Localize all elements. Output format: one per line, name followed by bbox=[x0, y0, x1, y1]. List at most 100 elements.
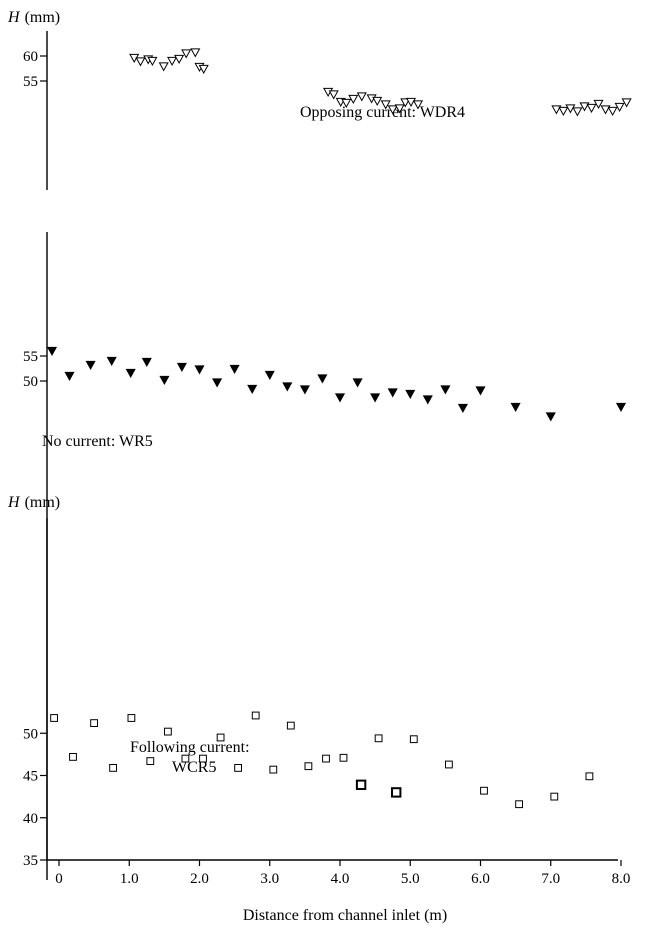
data-point bbox=[558, 106, 569, 117]
panel-following-current: H (mm) Following current: WCR5 Distance f… bbox=[7, 494, 630, 924]
data-point bbox=[109, 764, 117, 772]
panel-opposing-current: H (mm) Opposing current: WDR4 55 60 bbox=[7, 9, 632, 190]
data-point bbox=[445, 760, 453, 769]
data-point bbox=[387, 388, 398, 398]
data-point bbox=[167, 56, 178, 67]
data-point bbox=[247, 384, 258, 395]
data-point bbox=[181, 754, 190, 763]
data-point bbox=[127, 714, 136, 722]
data-point bbox=[46, 346, 58, 357]
data-point bbox=[586, 103, 597, 114]
y-tick-label: 40 bbox=[23, 811, 38, 827]
x-tick-label: 1.0 bbox=[120, 871, 139, 887]
data-point bbox=[135, 57, 146, 67]
data-point bbox=[282, 382, 293, 392]
data-point bbox=[286, 721, 295, 730]
data-point bbox=[164, 727, 172, 736]
data-point bbox=[251, 711, 260, 720]
data-point bbox=[64, 371, 75, 382]
y-axis-title-top: H (mm) bbox=[7, 9, 60, 26]
data-point bbox=[356, 92, 367, 102]
data-point bbox=[174, 54, 185, 65]
data-point bbox=[229, 364, 240, 375]
data-point bbox=[328, 90, 339, 100]
data-point bbox=[510, 402, 521, 413]
data-point bbox=[355, 779, 367, 790]
panel-no-current: No current: WR5 50 55 bbox=[23, 232, 627, 880]
data-point bbox=[550, 792, 559, 801]
data-point bbox=[405, 97, 417, 108]
data-point bbox=[391, 787, 402, 798]
data-point bbox=[198, 64, 209, 75]
annotation-following-current-line1: Following current: bbox=[130, 739, 250, 756]
y-axis-title-bottom: H (mm) bbox=[7, 494, 60, 511]
data-point bbox=[264, 370, 275, 381]
data-point bbox=[409, 735, 418, 744]
x-tick-label: 4.0 bbox=[331, 871, 350, 887]
data-point bbox=[579, 102, 590, 112]
data-point bbox=[269, 765, 278, 774]
data-point bbox=[322, 754, 330, 763]
data-point bbox=[216, 733, 225, 742]
data-point bbox=[475, 386, 486, 396]
data-point bbox=[352, 378, 363, 388]
data-point bbox=[190, 48, 201, 58]
data-point bbox=[234, 764, 242, 772]
data-point bbox=[480, 786, 488, 795]
x-tick-label: 2.0 bbox=[190, 871, 209, 887]
data-point bbox=[141, 357, 152, 368]
data-point bbox=[412, 100, 424, 110]
y-tick-label: 60 bbox=[23, 49, 38, 65]
data-point bbox=[440, 385, 451, 395]
data-point bbox=[158, 62, 169, 72]
data-point bbox=[299, 385, 310, 395]
data-point bbox=[422, 395, 433, 405]
x-tick-label: 6.0 bbox=[471, 871, 490, 887]
data-point bbox=[106, 356, 117, 367]
data-point bbox=[572, 107, 583, 117]
data-point bbox=[181, 49, 192, 59]
data-point bbox=[176, 362, 187, 373]
data-point bbox=[374, 734, 383, 743]
x-axis-title: Distance from channel inlet (m) bbox=[243, 907, 447, 924]
data-point bbox=[159, 375, 170, 386]
data-point bbox=[147, 56, 158, 67]
data-point bbox=[212, 378, 223, 388]
data-point bbox=[146, 757, 155, 766]
y-tick-label: 55 bbox=[23, 74, 38, 90]
y-tick-label: 50 bbox=[23, 726, 38, 742]
data-point bbox=[607, 106, 618, 117]
data-point bbox=[380, 100, 391, 110]
data-point bbox=[370, 393, 381, 403]
data-point bbox=[545, 412, 556, 422]
data-point bbox=[614, 102, 625, 113]
y-tick-label: 50 bbox=[23, 374, 38, 390]
data-point bbox=[341, 98, 352, 109]
data-point bbox=[621, 98, 632, 108]
data-point bbox=[515, 800, 524, 809]
y-tick-label: 55 bbox=[23, 349, 38, 365]
data-point bbox=[565, 104, 576, 114]
data-point bbox=[348, 94, 359, 105]
data-point bbox=[194, 365, 205, 375]
data-point bbox=[400, 98, 411, 108]
data-point bbox=[69, 753, 77, 761]
x-tick-label: 3.0 bbox=[260, 871, 279, 887]
data-point bbox=[372, 96, 383, 107]
data-point bbox=[387, 105, 398, 115]
data-point bbox=[339, 753, 348, 762]
data-point bbox=[50, 714, 59, 722]
data-point bbox=[90, 719, 98, 728]
annotation-no-current: No current: WR5 bbox=[42, 433, 153, 450]
data-point bbox=[551, 105, 562, 115]
x-tick-label: 8.0 bbox=[612, 871, 631, 887]
data-point bbox=[334, 393, 346, 403]
y-tick-label: 45 bbox=[23, 769, 38, 785]
data-point bbox=[125, 368, 136, 379]
data-point bbox=[199, 754, 207, 763]
x-tick-label: 7.0 bbox=[541, 871, 560, 887]
data-point bbox=[304, 762, 313, 771]
data-point bbox=[317, 374, 328, 384]
data-point bbox=[85, 360, 96, 371]
